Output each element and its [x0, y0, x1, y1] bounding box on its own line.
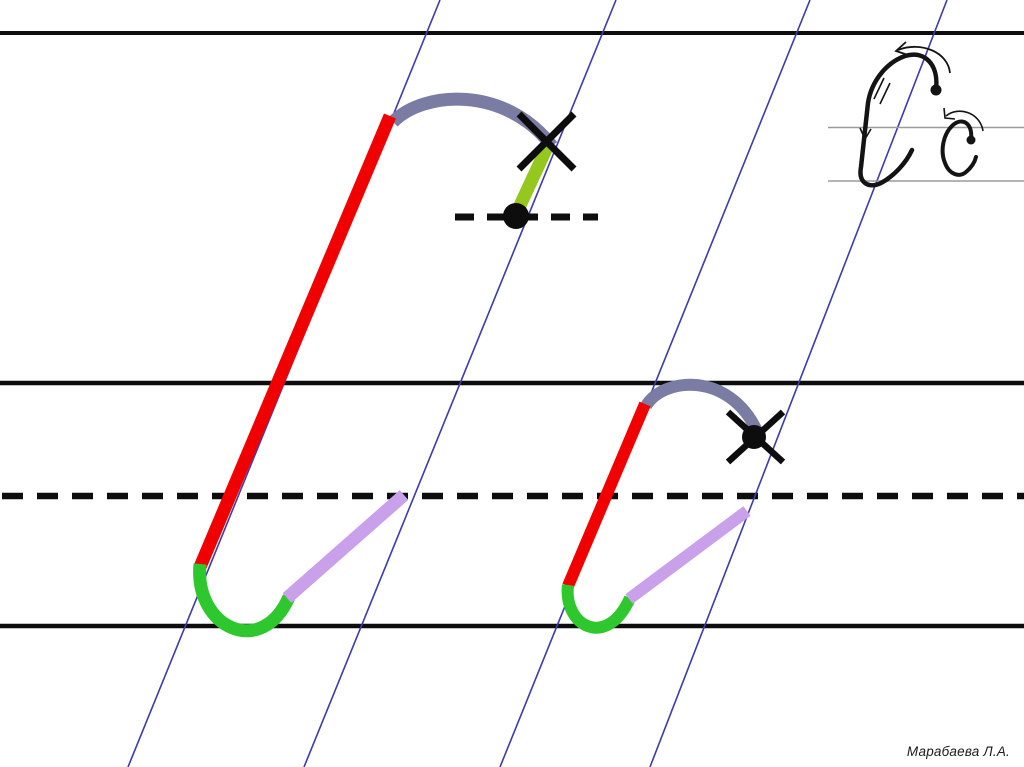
lowercase-cross-mark-b — [725, 409, 786, 465]
lowercase-green-hook-stroke — [561, 584, 636, 634]
exemplar-uppercase-start-dot — [930, 84, 942, 96]
exemplar-uppercase-letter — [858, 52, 939, 188]
uppercase-red-slant-stroke — [194, 113, 396, 570]
exemplar-lowercase-letter — [940, 119, 978, 177]
exemplar-downstroke-arrowhead — [859, 127, 872, 141]
exemplar-lowercase-start-dot — [966, 135, 976, 145]
lowercase-slate-arc-stroke — [640, 378, 763, 434]
uppercase-lavender-finish-stroke — [282, 490, 409, 603]
uppercase-green-hook-stroke — [193, 563, 295, 638]
slant-guide-3 — [499, 0, 811, 767]
exemplar-lowercase-arrowhead — [943, 107, 956, 120]
uppercase-cross-mark-b — [516, 111, 577, 172]
lowercase-lavender-finish-stroke — [625, 506, 751, 604]
exemplar-uppercase-direction-arrow — [897, 45, 951, 74]
uppercase-start-dot — [503, 203, 529, 229]
exemplar-hatch-mark-1 — [873, 77, 885, 100]
exemplar-hatch-mark-2 — [879, 82, 891, 105]
author-attribution: Марабаева Л.А. — [906, 744, 1010, 759]
exemplar-lowercase-direction-arrow — [945, 110, 984, 132]
uppercase-chartreuse-leadin-stroke — [511, 140, 555, 215]
exemplar-uppercase-arrowhead — [894, 41, 909, 56]
lowercase-red-slant-stroke — [562, 401, 651, 589]
